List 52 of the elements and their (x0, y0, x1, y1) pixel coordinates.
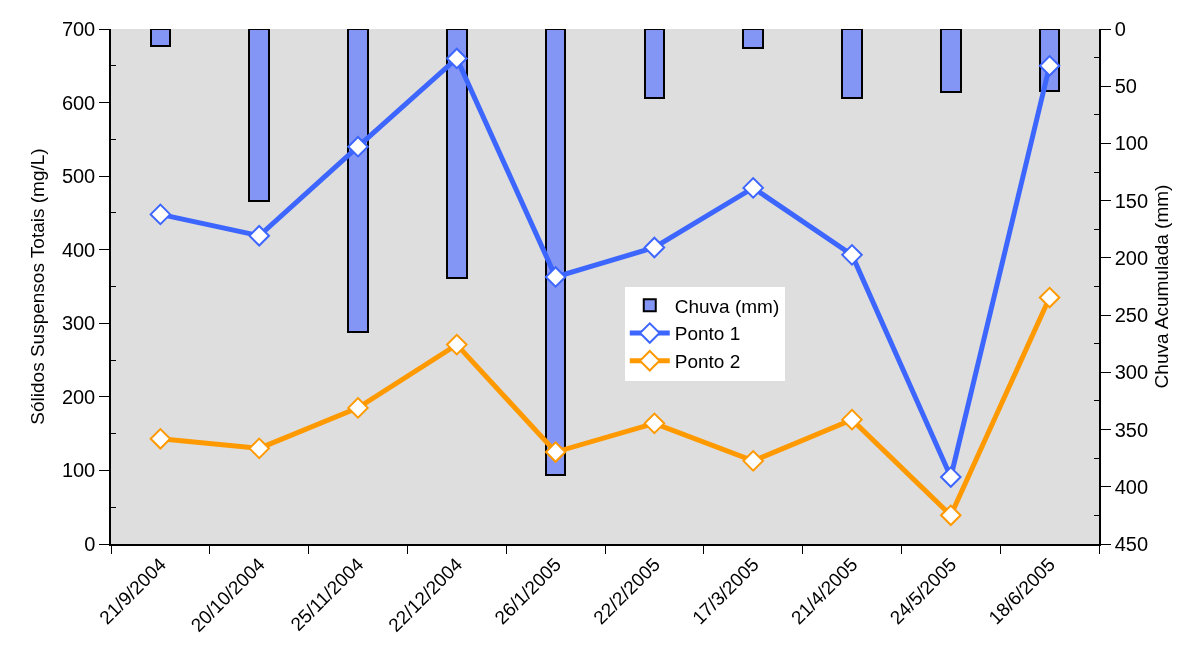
point (841, 408, 863, 431)
y-tick-label: 600 (61, 91, 96, 114)
bar (644, 29, 665, 99)
bar (248, 29, 270, 202)
bar (446, 29, 468, 279)
y2-axis-title: Chuva Acumulada (mm) (1151, 184, 1173, 389)
point (248, 224, 270, 247)
y2-tick-label: 0 (1114, 18, 1126, 40)
bar (150, 29, 171, 47)
point (742, 450, 764, 472)
point (643, 412, 666, 435)
point (841, 244, 863, 266)
point (248, 437, 270, 460)
legend-label: Chuva (mm) (674, 295, 780, 317)
bar (940, 29, 962, 93)
bar (545, 29, 566, 476)
y-tick-label: 100 (61, 459, 96, 482)
point (1038, 286, 1061, 309)
point (149, 428, 172, 450)
point (940, 466, 962, 488)
point (544, 441, 567, 463)
y-tick-label: 700 (61, 18, 96, 40)
y-tick-label: 300 (61, 312, 96, 335)
point (742, 177, 764, 199)
point (446, 47, 468, 70)
y2-tick-label: 350 (1114, 418, 1149, 441)
point (149, 203, 172, 226)
bar (742, 29, 764, 49)
point (347, 135, 369, 158)
y-tick-label: 500 (61, 165, 96, 188)
point (347, 397, 369, 419)
y-tick-label: 400 (61, 238, 96, 261)
point (940, 504, 962, 527)
y2-tick-label: 50 (1114, 75, 1137, 98)
y2-tick-label: 400 (1114, 475, 1149, 498)
y2-tick-label: 100 (1114, 132, 1149, 155)
point (1038, 55, 1061, 77)
point (643, 236, 666, 259)
legend-label: Ponto 2 (674, 351, 741, 373)
y-tick-label: 0 (84, 533, 96, 555)
bar (841, 29, 863, 99)
y2-tick-label: 450 (1114, 533, 1149, 555)
y2-tick-label: 300 (1114, 361, 1149, 384)
y2-tick-label: 150 (1114, 189, 1149, 212)
legend-label: Ponto 1 (674, 323, 741, 345)
y-axis-title: Sólidos Suspensos Totais (mg/L) (27, 148, 49, 425)
point (446, 333, 468, 356)
y2-tick-label: 200 (1114, 246, 1149, 269)
y2-tick-label: 250 (1114, 304, 1149, 327)
y-tick-label: 200 (61, 385, 96, 408)
bar (347, 29, 369, 333)
point (544, 266, 567, 288)
